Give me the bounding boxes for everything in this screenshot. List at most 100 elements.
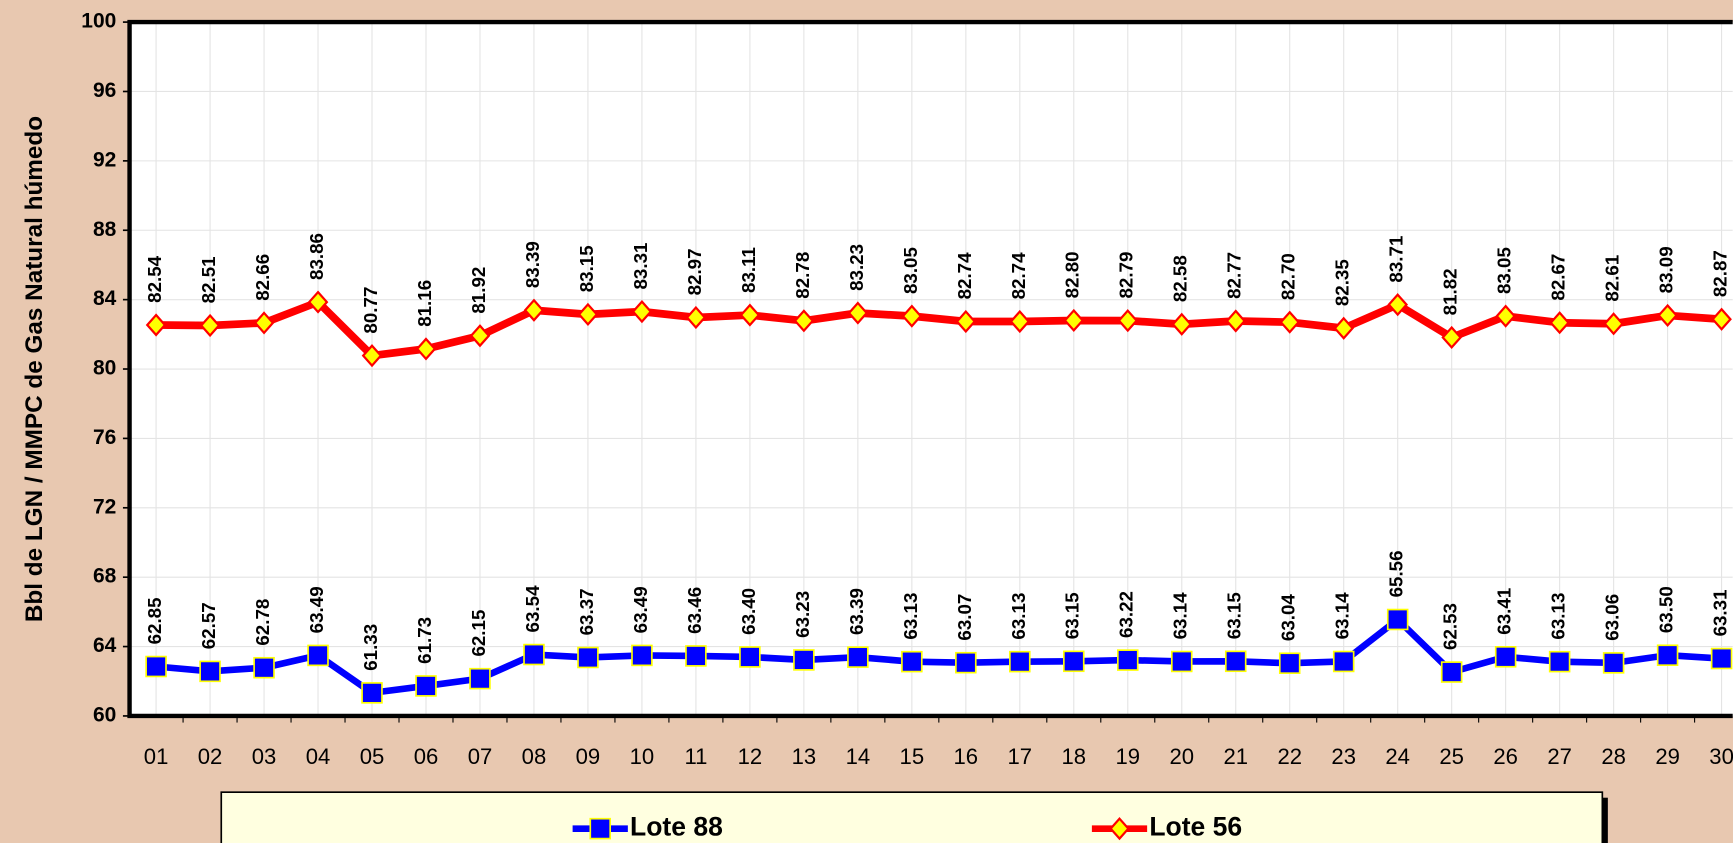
x-tick-label: 18: [1062, 744, 1087, 769]
data-label: 63.06: [1602, 594, 1623, 641]
y-tick-label: 92: [93, 148, 116, 171]
data-label: 63.49: [630, 586, 651, 633]
data-label: 83.31: [630, 243, 651, 290]
marker: [577, 646, 599, 669]
data-label: 62.85: [144, 597, 165, 644]
marker: [901, 304, 923, 328]
marker: [1657, 303, 1678, 328]
marker: [1386, 608, 1409, 631]
x-tick-label: 25: [1439, 744, 1464, 769]
x-tick-label: 10: [630, 744, 655, 769]
x-tick-label: 12: [738, 744, 763, 769]
x-tick-label: 04: [306, 744, 331, 769]
x-tick-label: 06: [414, 744, 439, 769]
data-label: 83.05: [900, 247, 921, 294]
data-label: 82.79: [1116, 252, 1137, 299]
data-label: 63.40: [738, 588, 759, 635]
x-tick-label: 24: [1385, 744, 1410, 769]
x-tick-label: 13: [792, 744, 817, 769]
data-label: 63.31: [1710, 589, 1731, 636]
x-tick-label: 23: [1331, 744, 1356, 769]
data-label: 83.71: [1386, 236, 1407, 283]
data-label: 82.54: [144, 255, 165, 303]
data-label: 63.04: [1278, 594, 1299, 642]
marker: [1440, 661, 1463, 683]
x-tick-label: 19: [1115, 744, 1140, 769]
y-tick-label: 60: [93, 703, 116, 726]
marker: [631, 644, 653, 667]
x-tick-label: 21: [1223, 744, 1248, 769]
marker: [1332, 650, 1355, 673]
x-tick-label: 30: [1709, 744, 1733, 769]
marker: [1009, 309, 1031, 334]
x-tick-label: 16: [954, 744, 979, 769]
data-label: 65.56: [1386, 550, 1407, 597]
marker: [1602, 652, 1625, 674]
data-label: 83.11: [738, 247, 759, 293]
marker: [1225, 309, 1247, 333]
marker: [1009, 650, 1031, 673]
marker: [1117, 309, 1139, 333]
marker: [1441, 325, 1462, 350]
marker: [901, 650, 923, 673]
y-tick-label: 72: [93, 495, 116, 518]
marker: [1387, 293, 1409, 317]
marks: 62.85 62.57 62.78 63.49 61.33 61.73 62.15 63.54…: [144, 233, 1733, 704]
marker: [739, 646, 761, 668]
data-label: 82.74: [954, 252, 975, 300]
data-label: 82.51: [198, 256, 219, 303]
marker: [1333, 316, 1355, 340]
marker: [145, 313, 167, 337]
data-label: 81.16: [414, 280, 435, 327]
marker: [523, 298, 545, 322]
marker: [361, 682, 383, 704]
marker: [577, 302, 599, 326]
marker: [1171, 312, 1193, 336]
data-label: 63.13: [900, 593, 921, 640]
marker: [1063, 650, 1085, 673]
marker: [307, 644, 329, 667]
data-label: 63.23: [792, 591, 813, 638]
x-tick-label: 02: [198, 744, 223, 769]
legend-label: Lote 56: [1149, 812, 1242, 842]
marker: [847, 646, 869, 668]
data-label: 83.15: [576, 245, 597, 292]
data-label: 63.07: [954, 594, 975, 641]
data-label: 82.97: [684, 248, 705, 295]
legend-label: Lote 88: [630, 812, 723, 842]
data-label: 63.22: [1116, 591, 1137, 638]
grid: [122, 21, 1733, 723]
data-label: 63.13: [1548, 593, 1569, 640]
x-tick-label: 07: [468, 744, 493, 769]
marker: [955, 309, 977, 334]
data-label: 63.15: [1062, 592, 1083, 639]
marker: [1494, 646, 1517, 668]
data-label: 82.66: [252, 254, 273, 301]
x-tick-label: 14: [846, 744, 871, 769]
data-label: 82.61: [1602, 255, 1623, 302]
marker: [1548, 650, 1571, 673]
marker: [589, 817, 612, 840]
data-label: 63.14: [1332, 592, 1353, 640]
marker: [1549, 311, 1570, 335]
marker: [415, 337, 437, 361]
data-label: 63.13: [1008, 593, 1029, 640]
data-label: 83.05: [1494, 247, 1515, 294]
marker: [685, 305, 707, 330]
x-tick-label: 29: [1655, 744, 1680, 769]
data-label: 82.70: [1278, 253, 1299, 300]
data-label: 63.14: [1170, 592, 1191, 640]
marker: [145, 655, 167, 678]
marker: [793, 309, 815, 333]
marker: [1495, 304, 1516, 328]
data-label: 63.54: [522, 585, 543, 633]
x-tick-label: 03: [252, 744, 277, 769]
x-tick-label: 20: [1169, 744, 1194, 769]
marker: [739, 303, 761, 327]
x-tick-label: 05: [360, 744, 385, 769]
data-label: 63.37: [576, 588, 597, 635]
marker: [1063, 308, 1085, 333]
x-tick-label: 27: [1547, 744, 1572, 769]
